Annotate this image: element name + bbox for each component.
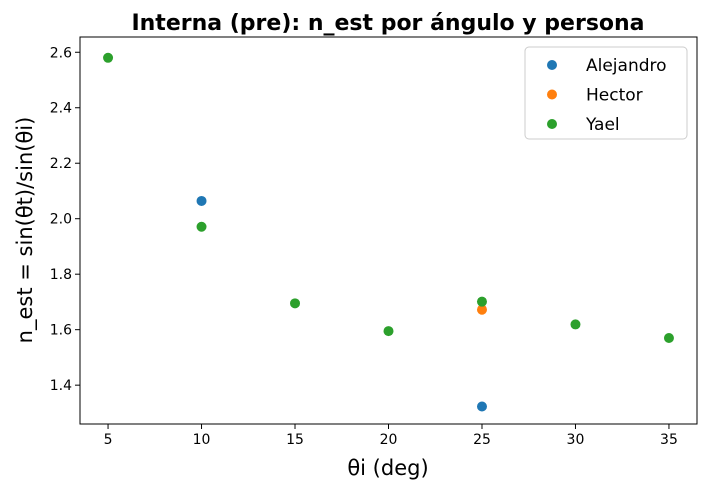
data-point xyxy=(290,298,301,309)
y-tick-label: 2.2 xyxy=(50,156,72,172)
data-point xyxy=(196,221,207,232)
x-tick-label: 20 xyxy=(380,432,398,448)
series-alejandro xyxy=(196,195,487,412)
series-hector xyxy=(476,304,487,315)
x-tick-label: 30 xyxy=(567,432,585,448)
x-axis-label: θi (deg) xyxy=(347,456,428,480)
legend-label: Yael xyxy=(585,115,620,135)
y-tick-label: 2.6 xyxy=(50,45,72,61)
data-point xyxy=(383,326,394,337)
data-point xyxy=(196,195,207,206)
legend-marker xyxy=(547,119,557,129)
legend-marker xyxy=(547,60,557,70)
x-tick-label: 15 xyxy=(286,432,304,448)
y-tick-label: 2.0 xyxy=(50,212,72,228)
y-axis-ticks: 1.4 1.6 1.8 2.0 2.2 2.4 2.6 xyxy=(50,45,80,394)
chart-title: Interna (pre): n_est por ángulo y person… xyxy=(131,11,644,36)
y-axis-label: n_est = sin(θt)/sin(θi) xyxy=(13,117,38,344)
legend-label: Alejandro xyxy=(586,56,667,76)
plot-area xyxy=(103,52,674,412)
data-point xyxy=(103,52,114,63)
x-tick-label: 25 xyxy=(473,432,491,448)
y-tick-label: 1.4 xyxy=(50,378,72,394)
legend-box xyxy=(524,46,688,140)
data-point xyxy=(476,304,487,315)
y-tick-label: 1.6 xyxy=(50,323,72,339)
y-tick-label: 2.4 xyxy=(50,101,72,117)
x-tick-label: 10 xyxy=(193,432,211,448)
data-point xyxy=(570,319,581,330)
y-tick-label: 1.8 xyxy=(50,267,72,283)
legend-label: Hector xyxy=(586,86,643,106)
data-point xyxy=(476,296,487,307)
series-yael xyxy=(103,52,674,343)
x-tick-label: 5 xyxy=(104,432,113,448)
data-point xyxy=(663,333,674,343)
legend-marker xyxy=(547,89,557,100)
x-axis-ticks: 5 10 15 20 25 30 35 xyxy=(104,424,678,448)
x-tick-label: 35 xyxy=(660,432,678,448)
legend: Alejandro Hector Yael xyxy=(524,46,688,140)
data-point xyxy=(476,401,487,412)
